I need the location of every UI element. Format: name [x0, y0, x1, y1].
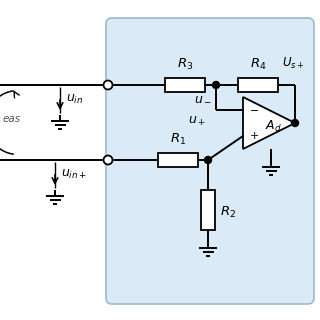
Bar — [165, 78, 205, 92]
Circle shape — [292, 119, 299, 126]
Circle shape — [212, 82, 220, 89]
Circle shape — [103, 156, 113, 164]
Text: $R_1$: $R_1$ — [170, 132, 186, 147]
Text: $u_-$: $u_-$ — [194, 91, 212, 104]
Text: $+$: $+$ — [249, 130, 259, 140]
Circle shape — [204, 156, 212, 164]
Text: $A_d$: $A_d$ — [265, 118, 281, 133]
Bar — [238, 78, 278, 92]
FancyBboxPatch shape — [106, 18, 314, 304]
Text: $R_2$: $R_2$ — [220, 204, 236, 220]
Text: $-$: $-$ — [249, 104, 259, 114]
Text: $u_{in+}$: $u_{in+}$ — [61, 167, 87, 180]
Polygon shape — [243, 97, 295, 149]
Text: eas: eas — [3, 114, 21, 124]
Text: $R_3$: $R_3$ — [177, 57, 193, 72]
Bar — [201, 190, 215, 230]
Text: $u_{in}$: $u_{in}$ — [66, 92, 83, 106]
Text: $R_4$: $R_4$ — [250, 57, 266, 72]
Bar — [158, 153, 198, 167]
Text: $U_{s+}$: $U_{s+}$ — [282, 56, 304, 71]
Text: $u_+$: $u_+$ — [188, 115, 206, 128]
Circle shape — [103, 81, 113, 90]
